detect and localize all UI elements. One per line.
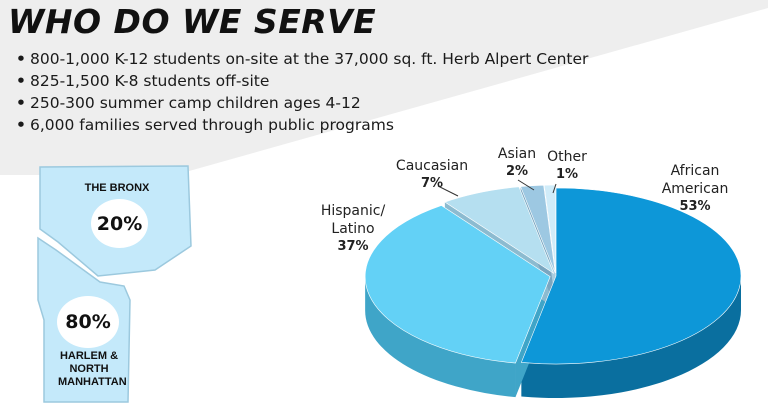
bullet-text: 6,000 families served through public pro…	[30, 116, 394, 134]
slice-label-name: Other	[547, 149, 587, 165]
slice-label-value: 7%	[420, 176, 444, 191]
slice-label-other: Other 1%	[542, 148, 592, 184]
bullet-text: 825-1,500 K-8 students off-site	[30, 72, 270, 90]
slice-label-african-american: African American 53%	[650, 162, 740, 216]
pie-slice-asian	[520, 184, 556, 274]
slice-label-name: Asian	[497, 146, 537, 162]
slice-label-value: 2%	[505, 164, 529, 179]
pie-slice-caucasian	[444, 186, 555, 275]
bullet-list: • 800-1,000 K-12 students on-site at the …	[16, 48, 588, 136]
bullet-item: • 250-300 summer camp children ages 4-12	[16, 92, 588, 114]
slice-label-name: Caucasian	[395, 158, 469, 174]
slice-label-caucasian: Caucasian 7%	[382, 157, 482, 193]
bullet-icon: •	[16, 116, 26, 134]
bullet-item: • 6,000 families served through public pr…	[16, 114, 588, 136]
manhattan-percent: 80%	[57, 296, 119, 348]
slice-label-value: 37%	[337, 239, 369, 254]
leader-line-caucasian	[437, 185, 459, 197]
slice-label-value: 53%	[679, 199, 711, 214]
pie-slice-hispanic-latino	[364, 205, 551, 364]
pie-slice-african-american	[520, 187, 742, 365]
slice-label-name: Hispanic/ Latino	[320, 203, 386, 237]
leader-line-asian	[517, 179, 535, 191]
manhattan-label: HARLEM & NORTH MANHATTAN	[58, 350, 127, 388]
bronx-label: THE BRONX	[84, 182, 150, 194]
slice-label-value: 1%	[555, 167, 579, 182]
bullet-item: • 825-1,500 K-8 students off-site	[16, 70, 588, 92]
slice-label-name: African American	[661, 163, 729, 197]
pie-slice-side	[521, 276, 741, 399]
slice-label-asian: Asian 2%	[492, 145, 542, 181]
slice-label-hispanic: Hispanic/ Latino 37%	[313, 202, 393, 256]
bronx-percent: 20%	[91, 199, 148, 248]
pie-slice-side	[365, 276, 516, 398]
background-wedge-shape	[0, 0, 768, 175]
bullet-item: • 800-1,000 K-12 students on-site at the …	[16, 48, 588, 70]
bullet-icon: •	[16, 50, 26, 68]
bullet-icon: •	[16, 94, 26, 112]
leader-line-other	[552, 183, 557, 194]
bullet-icon: •	[16, 72, 26, 90]
bullet-text: 800-1,000 K-12 students on-site at the 3…	[30, 50, 589, 68]
bullet-text: 250-300 summer camp children ages 4-12	[30, 94, 361, 112]
page-title: WHO DO WE SERVE	[8, 2, 377, 41]
